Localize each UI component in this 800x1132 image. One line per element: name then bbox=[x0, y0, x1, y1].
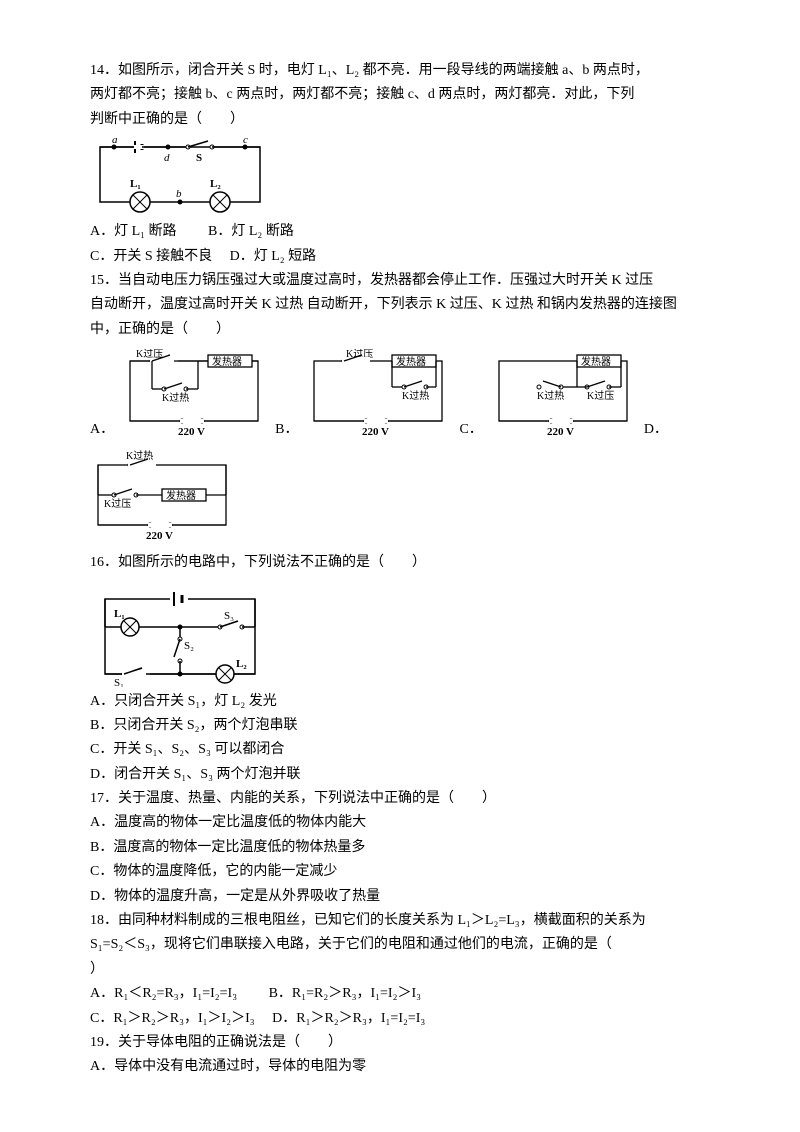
svg-text:220 V: 220 V bbox=[547, 426, 574, 437]
q18-optA: A．R₁＜R₂=R₃，I₁=I₂=I₃ bbox=[90, 986, 237, 1001]
q14-stem-1: 14．如图所示，闭合开关 S 时，电灯 L₁、L₂ 都不亮．用一段导线的两端接触… bbox=[90, 60, 710, 82]
svg-text:220 V: 220 V bbox=[178, 426, 205, 437]
svg-text:S₁: S₁ bbox=[114, 677, 124, 687]
q16-circuit: L₁ S₃ S₂ bbox=[90, 587, 270, 687]
svg-text:S₃: S₃ bbox=[224, 610, 234, 622]
q19-optA: A．导体中没有电流通过时，导体的电阻为零 bbox=[90, 1056, 710, 1078]
q16-stem: 16．如图所示的电路中，下列说法不正确的是（ ） bbox=[90, 552, 710, 574]
svg-text:d: d bbox=[164, 152, 170, 164]
svg-text:K过压: K过压 bbox=[587, 389, 614, 402]
q18-opts-cd: C．R₁＞R₂＞R₃，I₁＞I₂＞I₃ D．R₁＞R₂＞R₃，I₁=I₂=I₃ bbox=[90, 1008, 710, 1030]
q16-optA: A．只闭合开关 S₁，灯 L₂ 发光 bbox=[90, 691, 710, 713]
q17-optC: C．物体的温度降低，它的内能一定减少 bbox=[90, 861, 710, 883]
q17-stem: 17．关于温度、热量、内能的关系，下列说法中正确的是（ ） bbox=[90, 788, 710, 810]
svg-text:S₂: S₂ bbox=[184, 640, 194, 652]
q14-stem-2: 两灯都不亮；接触 b、c 两点时，两灯都不亮；接触 c、d 两点时，两灯都亮．对… bbox=[90, 84, 710, 106]
q15-label-B: B． bbox=[275, 419, 298, 441]
q15-label-D: D． bbox=[644, 419, 668, 441]
q14-optC: C．开关 S 接触不良 bbox=[90, 249, 212, 264]
q14-opts-cd: C．开关 S 接触不良 D．灯 L₂ 短路 bbox=[90, 246, 710, 268]
svg-text:L₂: L₂ bbox=[210, 178, 221, 190]
q15-options-row2: K过热 K过压 发热器 220 V bbox=[90, 445, 710, 548]
q18-optD: D．R₁＞R₂＞R₃，I₁=I₂=I₃ bbox=[272, 1011, 425, 1026]
svg-text:b: b bbox=[176, 188, 182, 200]
q15-label-C: C． bbox=[459, 419, 482, 441]
q17-optA: A．温度高的物体一定比温度低的物体内能大 bbox=[90, 812, 710, 834]
q18-optB: B．R₁=R₂＞R₃，I₁=I₂＞I₃ bbox=[269, 986, 421, 1001]
svg-text:L₁: L₁ bbox=[114, 608, 125, 620]
q14-optB: B．灯 L₂ 断路 bbox=[208, 224, 294, 239]
q14-opts-ab: A．灯 L₁ 断路 B．灯 L₂ 断路 bbox=[90, 221, 710, 243]
svg-text:发热器: 发热器 bbox=[581, 355, 611, 368]
svg-text:c: c bbox=[243, 137, 248, 146]
q16-optB: B．只闭合开关 S₂，两个灯泡串联 bbox=[90, 715, 710, 737]
svg-text:220 V: 220 V bbox=[362, 426, 389, 437]
svg-text:K过热: K过热 bbox=[537, 389, 564, 402]
q14-stem-3: 判断中正确的是（ ） bbox=[90, 109, 710, 131]
q15-circuit-A: K过压 发热器 K过热 22 bbox=[122, 349, 267, 437]
q17-optD: D．物体的温度升高，一定是从外界吸收了热量 bbox=[90, 886, 710, 908]
q18-optC: C．R₁＞R₂＞R₃，I₁＞I₂＞I₃ bbox=[90, 1011, 255, 1026]
svg-text:220 V: 220 V bbox=[146, 530, 173, 542]
svg-text:K过压: K过压 bbox=[136, 349, 163, 360]
q14-circuit: a d S c b L₁ bbox=[90, 137, 270, 217]
q15-stem-3: 中，正确的是（ ） bbox=[90, 319, 710, 341]
q15-circuit-B: K过压 发热器 K过热 bbox=[306, 349, 451, 437]
q15-circuit-D: K过热 K过压 发热器 220 V bbox=[90, 449, 235, 544]
q15-stem-1: 15．当自动电压力锅压强过大或温度过高时，发热器都会停止工作．压强过大时开关 K… bbox=[90, 270, 710, 292]
svg-text:L₂: L₂ bbox=[236, 658, 247, 670]
q16-optD: D．闭合开关 S₁、S₃ 两个灯泡并联 bbox=[90, 764, 710, 786]
svg-text:S: S bbox=[196, 152, 202, 164]
q18-opts-ab: A．R₁＜R₂=R₃，I₁=I₂=I₃ B．R₁=R₂＞R₃，I₁=I₂＞I₃ bbox=[90, 983, 710, 1005]
svg-text:发热器: 发热器 bbox=[212, 355, 242, 368]
svg-text:K过压: K过压 bbox=[104, 497, 131, 510]
q15-circuit-C: 发热器 K过热 K过压 22 bbox=[491, 349, 636, 437]
svg-text:a: a bbox=[112, 137, 118, 146]
q19-stem: 19．关于导体电阻的正确说法是（ ） bbox=[90, 1032, 710, 1054]
q18-stem-3: ） bbox=[90, 959, 710, 981]
svg-text:发热器: 发热器 bbox=[166, 489, 196, 502]
q18-stem-1: 18．由同种材料制成的三根电阻丝，已知它们的长度关系为 L₁＞L₂=L₃，横截面… bbox=[90, 910, 710, 932]
q17-optB: B．温度高的物体一定比温度低的物体热量多 bbox=[90, 837, 710, 859]
page: 14．如图所示，闭合开关 S 时，电灯 L₁、L₂ 都不亮．用一段导线的两端接触… bbox=[0, 0, 800, 1121]
svg-text:K过热: K过热 bbox=[162, 391, 189, 404]
q14-optD: D．灯 L₂ 短路 bbox=[230, 249, 317, 264]
q18-stem-2: S₁=S₂＜S₃，现将它们串联接入电路，关于它们的电阻和通过他们的电流，正确的是… bbox=[90, 934, 710, 956]
q14-optA: A．灯 L₁ 断路 bbox=[90, 224, 177, 239]
q15-stem-2: 自动断开，温度过高时开关 K 过热 自动断开，下列表示 K 过压、K 过热 和锅… bbox=[90, 294, 710, 316]
q15-options-row1: A． K过压 发热器 bbox=[90, 345, 710, 441]
svg-text:发热器: 发热器 bbox=[396, 355, 426, 368]
svg-text:K过热: K过热 bbox=[402, 389, 429, 402]
q16-optC: C．开关 S₁、S₂、S₃ 可以都闭合 bbox=[90, 739, 710, 761]
q15-label-A: A． bbox=[90, 419, 114, 441]
svg-text:K过热: K过热 bbox=[126, 449, 153, 462]
svg-text:L₁: L₁ bbox=[130, 178, 141, 190]
